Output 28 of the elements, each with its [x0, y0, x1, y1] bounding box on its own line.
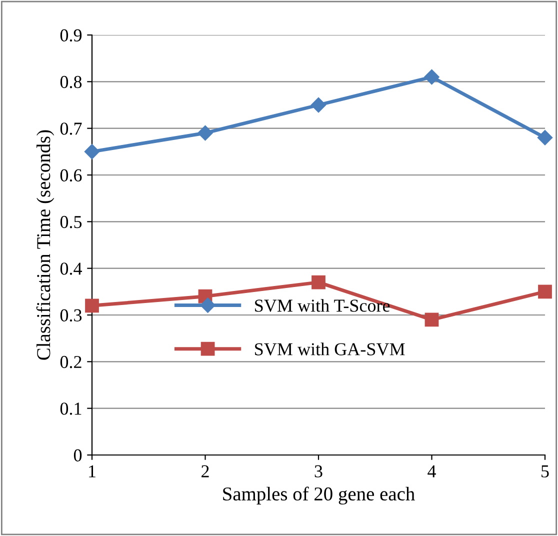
x-tick-label: 3 [314, 465, 322, 478]
y-tick-label: 0.8 [60, 76, 82, 88]
y-tick-label: 0.6 [60, 169, 82, 182]
point [538, 284, 552, 299]
legend-label: SVM with GA-SVM [255, 342, 405, 356]
point [85, 298, 99, 313]
y-tick-label: 0.5 [60, 216, 82, 228]
point [424, 69, 440, 85]
y-tick-label: 0.3 [60, 309, 82, 322]
point [424, 312, 439, 327]
y-tick-label: 0.1 [60, 402, 82, 415]
y-tick-label: 0.7 [60, 122, 82, 135]
legend-label: SVM with T-Score [255, 299, 390, 312]
y-tick-label: 0.2 [60, 356, 82, 368]
y-tick-label: 0.9 [60, 29, 82, 42]
y-axis-title: Classification Time (seconds) [36, 130, 54, 360]
point [310, 97, 326, 113]
point [537, 130, 553, 146]
point [84, 144, 100, 160]
y-tick-label: 0 [74, 449, 82, 462]
x-axis-title: Samples of 20 gene each [223, 486, 415, 505]
point [198, 125, 213, 141]
x-tick-label: 2 [202, 465, 209, 478]
y-tick-label: 0.4 [60, 262, 82, 275]
x-tick-label: 5 [542, 465, 549, 478]
x-tick-label: 1 [89, 465, 96, 478]
x-tick-label: 4 [428, 465, 436, 478]
point [312, 275, 326, 290]
